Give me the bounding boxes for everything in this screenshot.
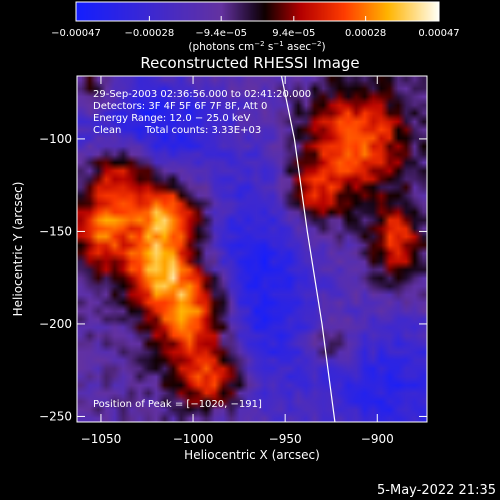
x-tick-label: −1000 <box>173 432 214 446</box>
annotation-energy-range: Energy Range: 12.0 − 25.0 keV <box>93 113 250 124</box>
solar-limb-line <box>280 76 336 422</box>
colorbar-tick-label: 0.00047 <box>418 28 459 39</box>
colorbar-tick-label: −0.00028 <box>125 28 175 39</box>
y-tick-label: −100 <box>39 132 72 146</box>
x-tick-label: −950 <box>269 432 302 446</box>
x-tick-label: −1050 <box>81 432 122 446</box>
colorbar-units-label: (photons cm−2 s−1 asec−2) <box>188 40 325 53</box>
chart-title: Reconstructed RHESSI Image <box>140 54 359 72</box>
colorbar-tick-label: −0.00047 <box>51 28 101 39</box>
heatmap-image <box>77 76 427 422</box>
annotation-peak-position: Position of Peak = [−1020, −191] <box>93 399 262 410</box>
footer-timestamp: 5-May-2022 21:35 <box>377 483 496 498</box>
colorbar-tick-label: 0.00028 <box>345 28 386 39</box>
y-tick-label: −200 <box>39 317 72 331</box>
annotation-method: Clean <box>93 125 121 136</box>
colorbar-gradient <box>76 2 439 21</box>
y-tick-label: −150 <box>39 224 72 238</box>
colorbar-tick-label: 9.4e−05 <box>272 28 315 39</box>
y-tick-label: −250 <box>39 409 72 423</box>
annotation-total-counts: Total counts: 3.33E+03 <box>144 125 261 136</box>
image-panel: −1050 −1000 −950 −900 −100 −150 −200 −250 29-Se… <box>39 75 428 446</box>
x-tick-label: −900 <box>361 432 394 446</box>
y-axis-label: Heliocentric Y (arcsec) <box>11 182 25 317</box>
axis-ticks: −1050 −1000 −950 −900 −100 −150 −200 −250 <box>39 76 427 446</box>
annotation-detectors: Detectors: 3F 4F 5F 6F 7F 8F, Att 0 <box>93 101 267 112</box>
colorbar-ticks: −0.00047 −0.00028 −9.4e−05 9.4e−05 0.00028 0.… <box>51 16 460 39</box>
colorbar-tick-label: −9.4e−05 <box>195 28 247 39</box>
colorbar: −0.00047 −0.00028 −9.4e−05 9.4e−05 0.00028 0.… <box>51 1 460 53</box>
annotation-time-range: 29-Sep-2003 02:36:56.000 to 02:41:20.000 <box>93 89 311 100</box>
plot-frame <box>76 75 428 423</box>
colorbar-frame <box>75 1 440 22</box>
x-axis-label: Heliocentric X (arcsec) <box>184 448 320 462</box>
